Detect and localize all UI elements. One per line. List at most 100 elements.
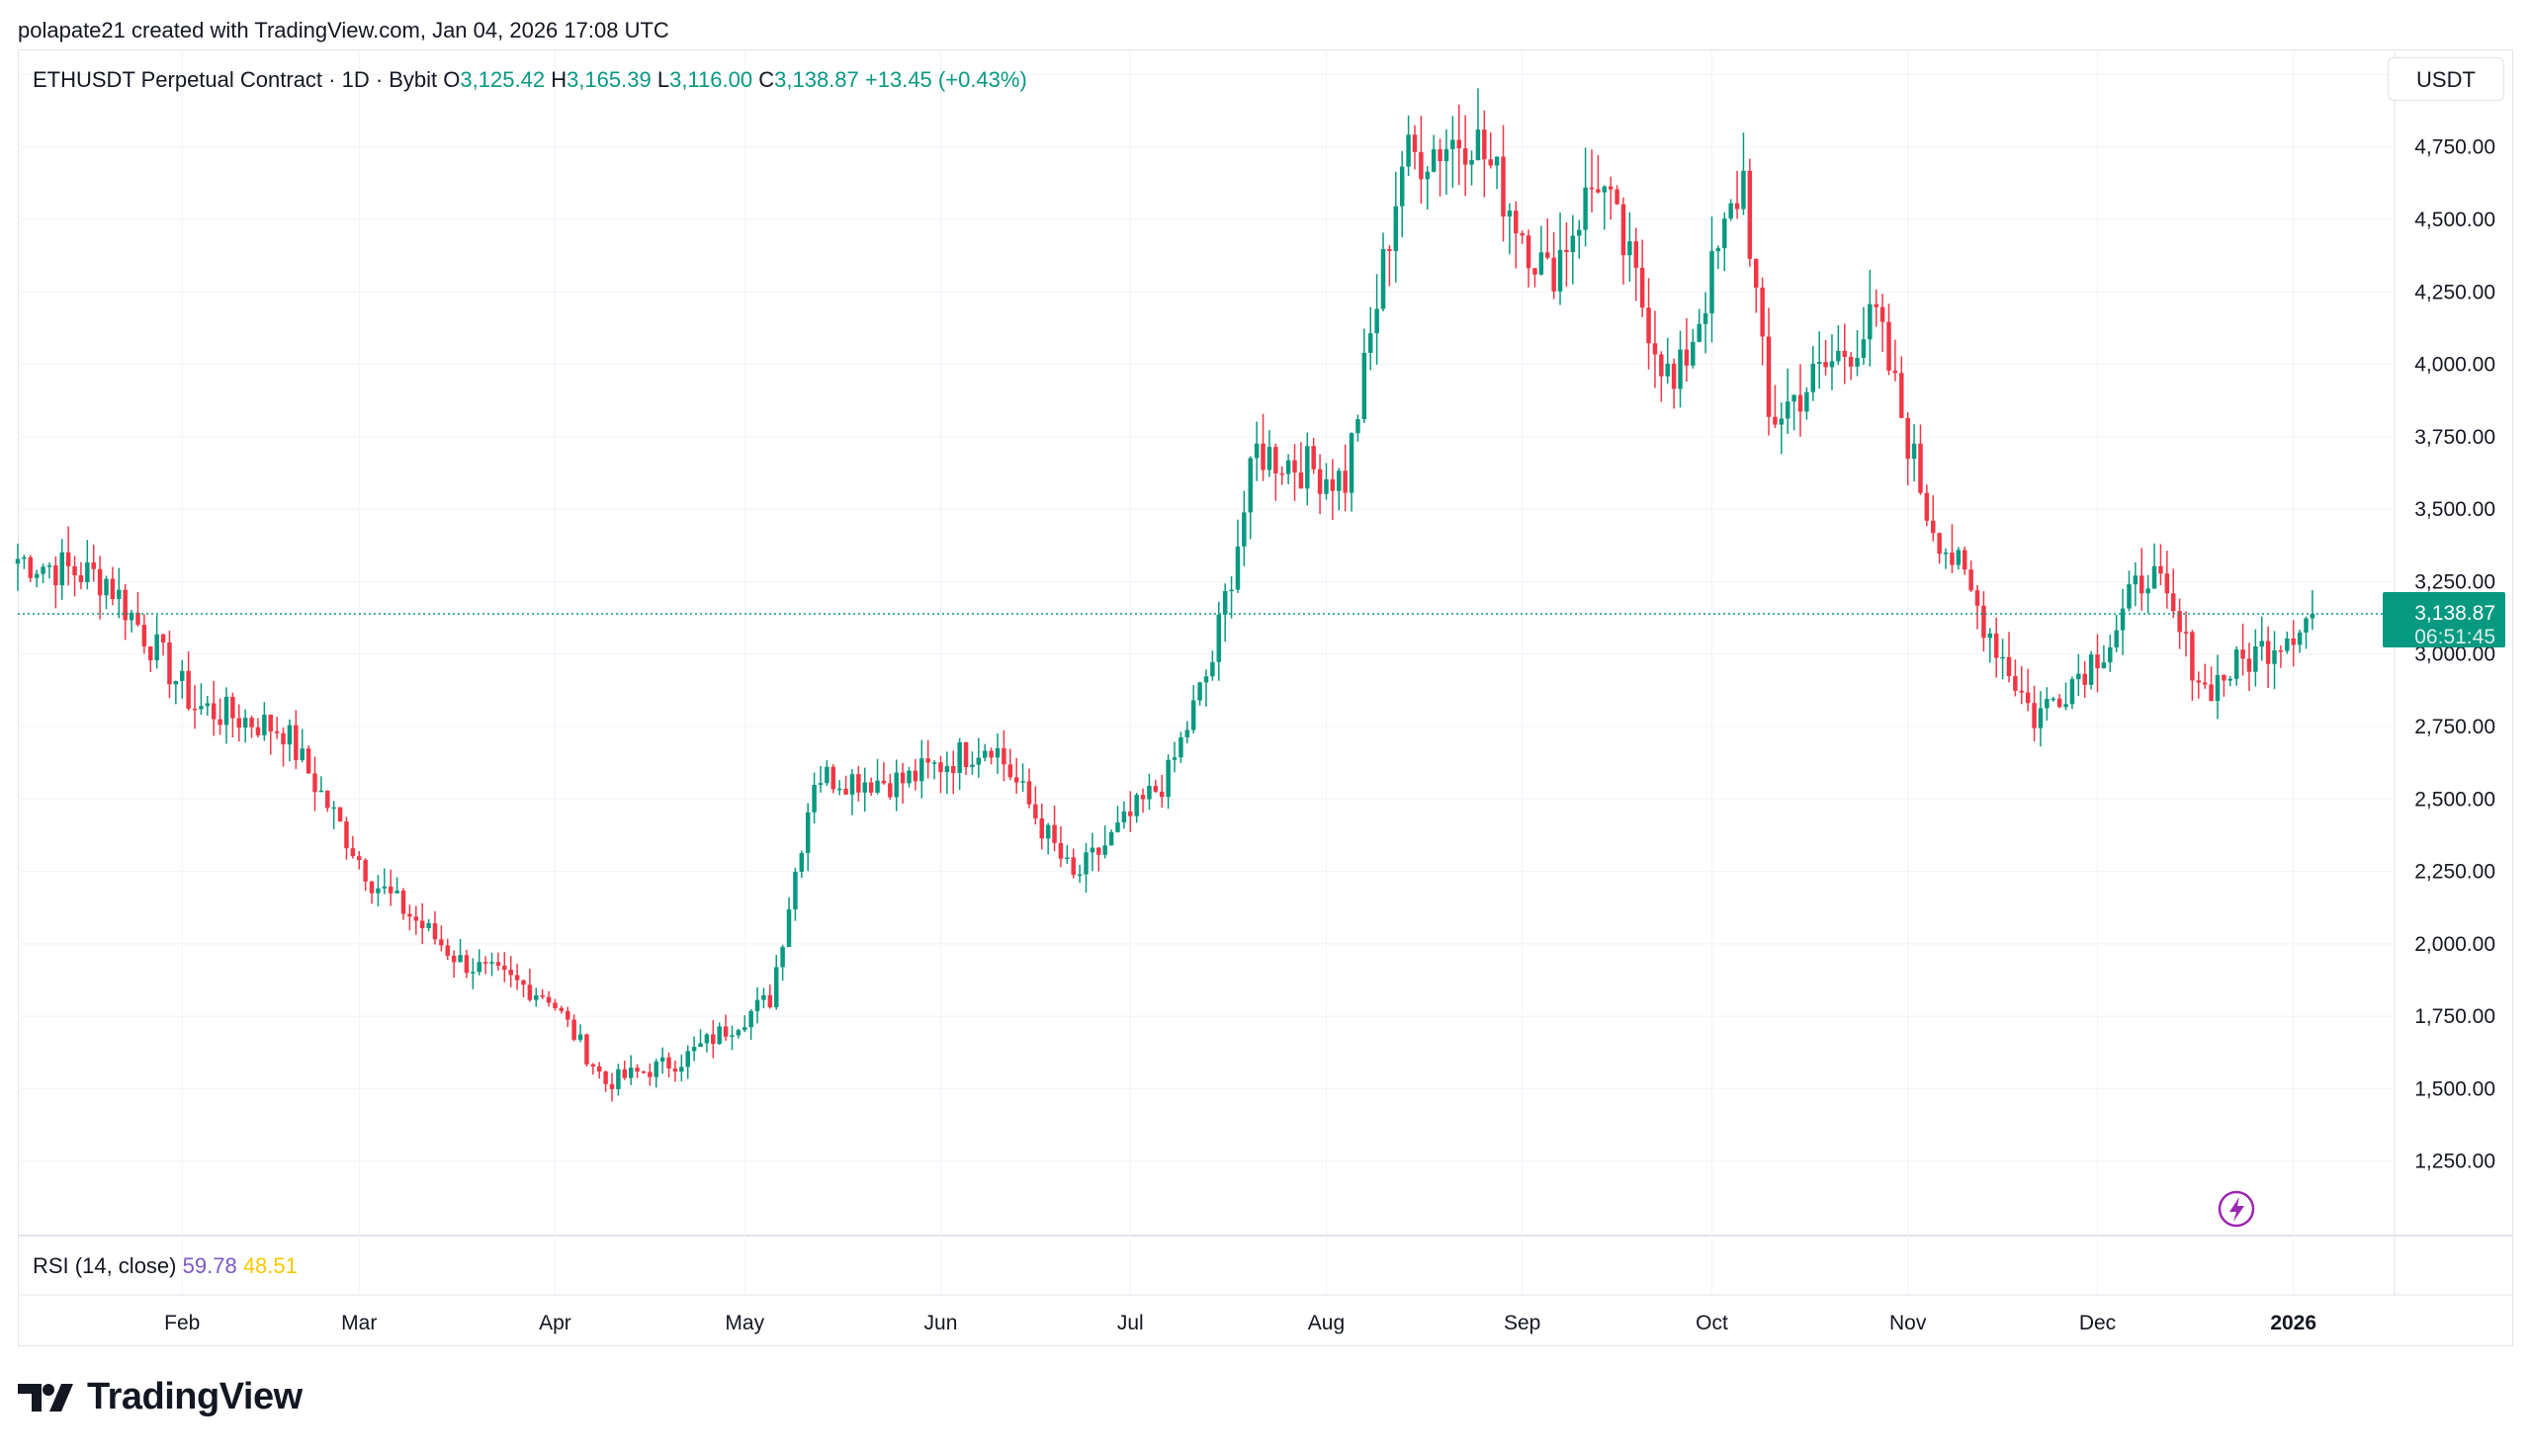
candle-body	[1924, 492, 1930, 521]
candle-body	[2285, 638, 2290, 651]
candle-body	[989, 750, 994, 758]
candle-body	[723, 1026, 729, 1037]
candle-body	[1456, 139, 1461, 149]
low-label: L	[656, 67, 670, 92]
candle-body	[1096, 847, 1101, 855]
candle-body	[836, 788, 842, 791]
candle-body	[1330, 478, 1336, 491]
candle-body	[856, 774, 861, 793]
candle-body	[97, 568, 103, 596]
candle-body	[1361, 353, 1367, 420]
candle-body	[659, 1057, 665, 1062]
change-value: +13.45 (+0.43%)	[864, 67, 1027, 92]
candle-body	[1931, 520, 1936, 534]
candle-body	[1108, 831, 1114, 846]
candle-body	[1899, 373, 1904, 418]
candle-body	[1551, 257, 1556, 292]
candle-body	[363, 860, 368, 882]
candle-body	[1797, 394, 1803, 412]
candle-body	[192, 708, 198, 711]
candle-body	[1879, 306, 1885, 322]
candle-body	[672, 1068, 678, 1072]
candle-body	[584, 1034, 589, 1065]
candle-body	[1007, 764, 1013, 778]
candle-body	[91, 561, 96, 569]
tradingview-logo[interactable]: TradingView	[18, 1376, 303, 1418]
candle-body	[875, 780, 880, 793]
candle-body	[59, 552, 64, 586]
candle-body	[458, 955, 463, 963]
y-tick-label: 3,500.00	[2414, 498, 2495, 521]
x-tick-label: Aug	[1308, 1312, 1345, 1334]
candle-body	[22, 557, 27, 559]
candle-body	[995, 747, 1001, 758]
candle-body	[1836, 350, 1841, 362]
candle-body	[445, 945, 451, 956]
candle-body	[369, 881, 375, 894]
symbol-title[interactable]: ETHUSDT Perpetual Contract · 1D · Bybit	[33, 67, 438, 92]
candle-body	[2164, 573, 2170, 594]
ohlc-legend: ETHUSDT Perpetual Contract · 1D · Bybit …	[33, 67, 1027, 93]
candle-body	[1311, 446, 1316, 470]
candle-body	[881, 780, 887, 784]
candle-body	[1892, 370, 1898, 374]
y-tick-label: 4,500.00	[2414, 209, 2495, 231]
candle-body	[2139, 575, 2144, 594]
candle-body	[685, 1051, 690, 1068]
candle-body	[1002, 747, 1006, 765]
candle-body	[1886, 321, 1891, 371]
candle-body	[1709, 251, 1714, 314]
candle-body	[28, 557, 34, 578]
y-tick-label: 2,750.00	[2414, 716, 2495, 738]
candle-body	[736, 1030, 742, 1036]
candle-body	[1633, 241, 1639, 268]
candle-body	[1981, 605, 1986, 639]
candle-body	[1134, 795, 1139, 816]
candle-body	[2120, 608, 2126, 631]
candle-body	[294, 725, 299, 760]
lightning-bolt	[2229, 1197, 2244, 1222]
candle-body	[2063, 704, 2068, 708]
candle-body	[502, 965, 507, 971]
candle-body	[1754, 258, 1759, 288]
candle-body	[1697, 323, 1702, 342]
candle-body	[1950, 552, 1955, 565]
candle-body	[1608, 186, 1614, 190]
candle-body	[1545, 252, 1550, 258]
candle-body	[255, 727, 261, 735]
candle-body	[2133, 575, 2138, 585]
candle-body	[527, 985, 533, 1000]
candle-body	[2196, 680, 2202, 683]
y-tick-label: 4,750.00	[2414, 136, 2495, 159]
candle-body	[900, 772, 906, 784]
candle-body	[1722, 217, 1727, 249]
candle-body	[907, 770, 912, 784]
high-value: 3,165.39	[567, 67, 652, 92]
candle-body	[2246, 658, 2252, 672]
candle-body	[1691, 341, 1696, 366]
quote-currency-button[interactable]: USDT	[2388, 57, 2504, 101]
candle-body	[730, 1035, 735, 1037]
candle-body	[843, 788, 848, 795]
candle-body	[2032, 703, 2037, 728]
candle-body	[1160, 791, 1165, 798]
candle-body	[1438, 149, 1442, 162]
x-tick-label: Mar	[341, 1312, 377, 1334]
candle-body	[976, 757, 982, 765]
candle-body	[2259, 641, 2264, 646]
candle-body	[1974, 590, 1980, 606]
candle-body	[1254, 443, 1260, 459]
candle-body	[2304, 618, 2309, 633]
candle-body	[571, 1019, 576, 1040]
rsi-title[interactable]: RSI (14, close)	[33, 1253, 177, 1278]
candle-body	[754, 999, 760, 1011]
candle-body	[1678, 349, 1683, 389]
candle-body	[15, 558, 21, 564]
candle-body	[1166, 759, 1171, 798]
candle-body	[913, 770, 918, 782]
candle-body	[167, 642, 172, 685]
candle-body	[704, 1034, 710, 1044]
candle-body	[154, 634, 159, 661]
candle-body	[1538, 252, 1544, 275]
